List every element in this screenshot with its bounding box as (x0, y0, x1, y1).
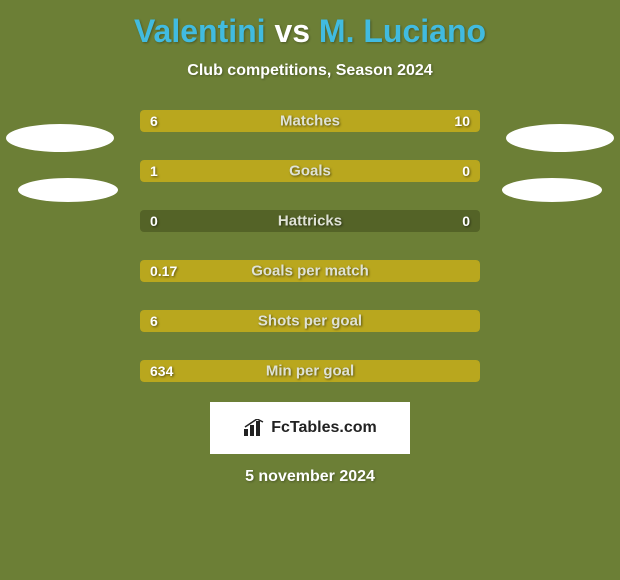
stat-value-left: 634 (150, 363, 173, 379)
subtitle: Club competitions, Season 2024 (0, 62, 620, 80)
stat-row: Goals 1 0 (140, 160, 480, 182)
stat-value-left: 0 (150, 213, 158, 229)
vs-text: vs (274, 13, 310, 49)
stat-label: Goals per match (251, 263, 369, 280)
stat-label: Matches (280, 113, 340, 130)
stat-value-right: 0 (462, 213, 470, 229)
stat-row: Goals per match 0.17 (140, 260, 480, 282)
stat-value-right: 0 (462, 163, 470, 179)
bar-left-fill (140, 160, 405, 182)
player2-name: M. Luciano (319, 13, 486, 49)
stat-row: Hattricks 0 0 (140, 210, 480, 232)
stat-value-left: 1 (150, 163, 158, 179)
stat-value-left: 6 (150, 313, 158, 329)
stat-label: Shots per goal (258, 313, 362, 330)
bar-left-fill (140, 110, 268, 132)
stat-row: Min per goal 634 (140, 360, 480, 382)
stat-row: Shots per goal 6 (140, 310, 480, 332)
date-text: 5 november 2024 (0, 468, 620, 486)
logo-text: FcTables.com (271, 419, 377, 437)
comparison-title: Valentini vs M. Luciano (0, 13, 620, 50)
stat-label: Min per goal (266, 363, 354, 380)
stat-value-left: 0.17 (150, 263, 177, 279)
stats-area: Matches610Goals10Hattricks00Goals per ma… (0, 110, 620, 382)
stat-value-right: 10 (454, 113, 470, 129)
stat-value-left: 6 (150, 113, 158, 129)
stat-row: Matches 6 10 (140, 110, 480, 132)
stat-label: Hattricks (278, 213, 342, 230)
player1-name: Valentini (134, 13, 266, 49)
chart-icon (243, 419, 265, 437)
stat-label: Goals (289, 163, 331, 180)
infographic-container: Valentini vs M. Luciano Club competition… (0, 0, 620, 580)
logo-box: FcTables.com (210, 402, 410, 454)
